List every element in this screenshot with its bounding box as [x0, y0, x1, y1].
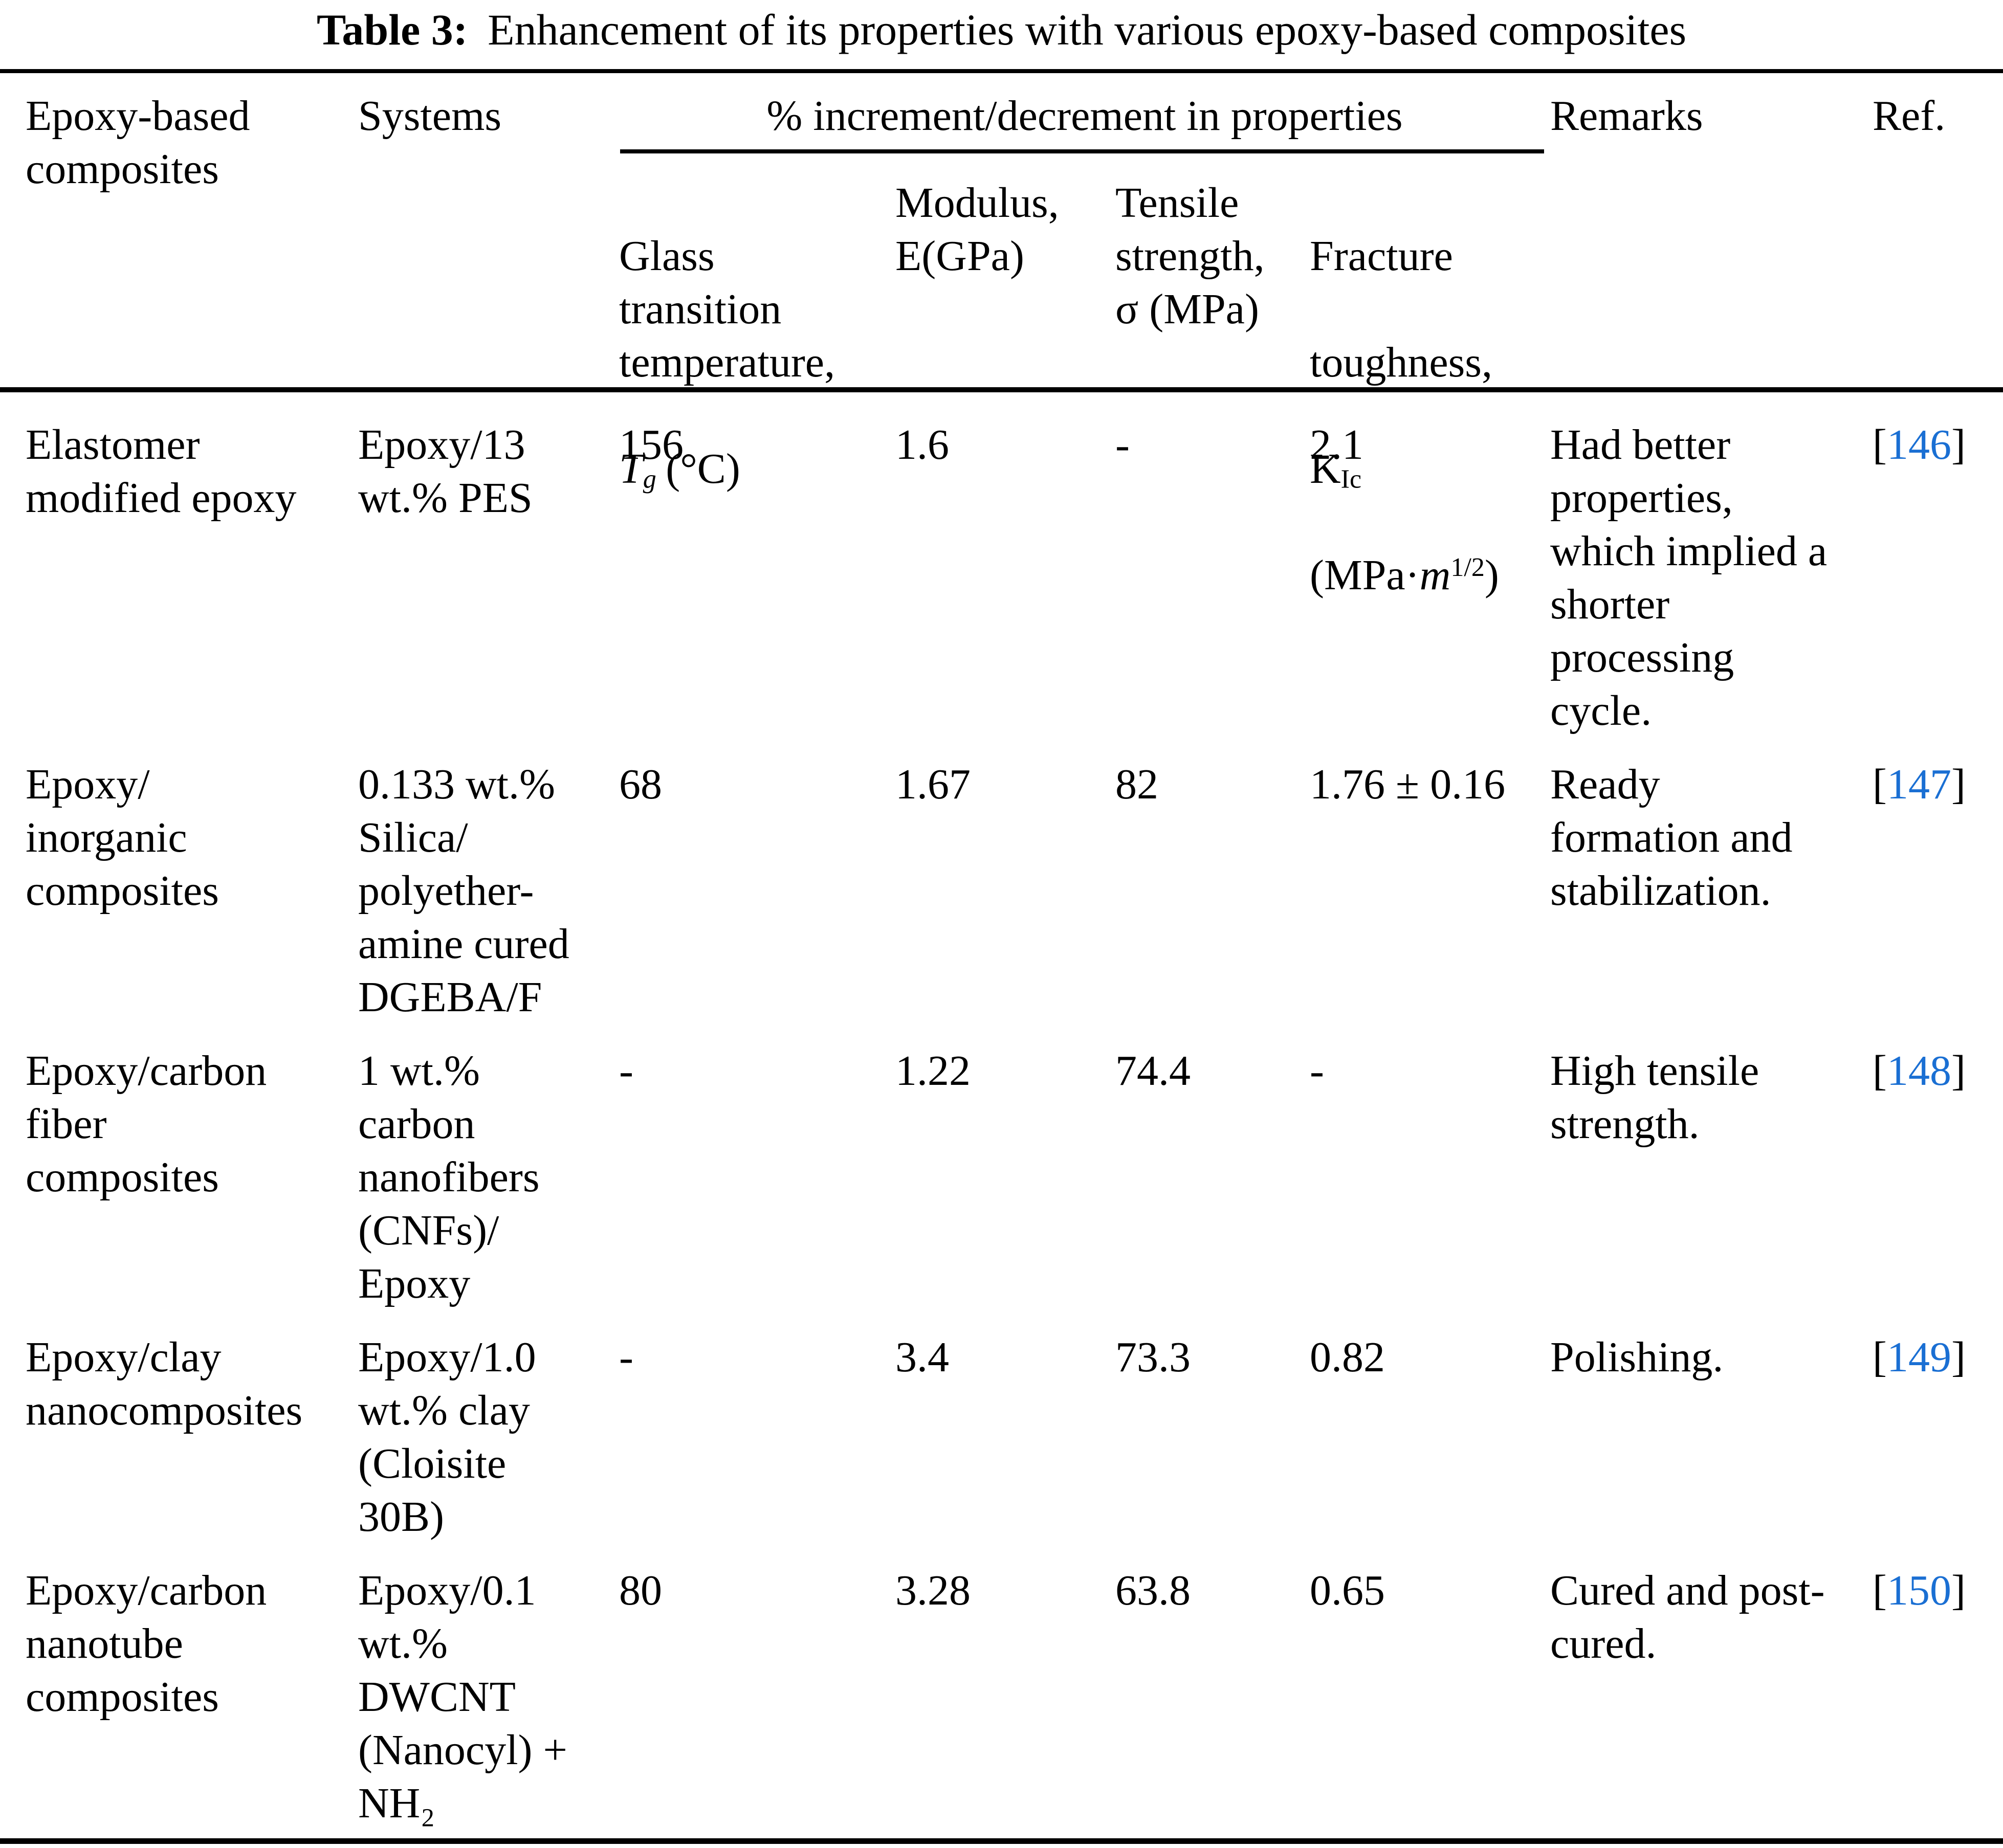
fracture-exponent: 1/2 — [1450, 552, 1485, 582]
cell-remarks: Ready formation and stabilization. — [1550, 761, 1793, 915]
ref-link[interactable]: 149 — [1886, 1333, 1951, 1381]
col-header-composites: Epoxy-based composites — [26, 92, 250, 193]
cell-fracture: 0.82 — [1310, 1333, 1385, 1381]
cell-composite: Epoxy/carbon nanotube composites — [26, 1567, 267, 1721]
ref-link[interactable]: 148 — [1886, 1047, 1951, 1095]
properties-span-rule — [620, 149, 1544, 153]
col-header-remarks: Remarks — [1550, 92, 1703, 140]
table-header-row: Epoxy-based composites Systems % increme… — [26, 90, 1983, 196]
col-header-fracture: Fracture toughness, KIc (MPa·m1/2) — [1310, 176, 1550, 655]
ref-bracket-close: ] — [1951, 421, 1966, 469]
cell-system: Epoxy/1.0 wt.% clay (Cloisite 30B) — [358, 1333, 536, 1541]
fracture-unit-close: ) — [1484, 551, 1499, 599]
fracture-line2: toughness, — [1310, 339, 1492, 386]
top-rule — [0, 69, 2003, 73]
cell-modulus: 1.67 — [895, 761, 971, 808]
cell-composite: Elastomer modified epoxy — [26, 421, 297, 522]
cell-ref: [149] — [1873, 1331, 1983, 1544]
cell-modulus: 1.22 — [895, 1047, 971, 1095]
glass-transition-symbol-line: Tg (°C) — [619, 442, 875, 496]
cell-fracture: 1.76 ± 0.16 — [1310, 761, 1506, 808]
col-header-properties-span: % increment/decrement in properties — [766, 92, 1403, 140]
header-rule — [0, 387, 2003, 392]
cell-modulus: 3.4 — [895, 1333, 949, 1381]
ref-link[interactable]: 147 — [1886, 761, 1951, 808]
col-header-glass-transition: Glass transition temperature, Tg (°C) — [619, 176, 895, 655]
cell-composite: Epoxy/carbon fiber composites — [26, 1047, 267, 1201]
table-caption-text: Enhancement of its properties with vario… — [488, 5, 1687, 54]
ref-bracket-open: [ — [1873, 1333, 1887, 1381]
bottom-rule — [0, 1838, 2003, 1844]
cell-fracture: 2.1 — [1310, 421, 1363, 469]
fracture-symbol-line: KIc — [1310, 442, 1530, 496]
ref-bracket-close: ] — [1951, 1567, 1966, 1614]
cell-modulus: 1.6 — [895, 421, 949, 469]
kic-subscript: Ic — [1340, 464, 1362, 494]
table-caption-label: Table 3: — [316, 5, 468, 54]
cell-tensile: 74.4 — [1115, 1047, 1191, 1095]
cell-ref: [147] — [1873, 758, 1983, 1024]
kic-symbol: K — [1310, 445, 1341, 493]
cell-ref: [148] — [1873, 1044, 1983, 1310]
table-caption: Table 3: Enhancement of its properties wi… — [0, 4, 2003, 55]
ref-bracket-open: [ — [1873, 421, 1887, 469]
ref-link[interactable]: 150 — [1886, 1567, 1951, 1614]
fracture-unit-open: (MPa· — [1310, 551, 1420, 599]
cell-modulus: 3.28 — [895, 1567, 971, 1614]
col-header-ref: Ref. — [1873, 92, 1946, 140]
col-header-systems: Systems — [358, 92, 502, 140]
cell-tensile: 63.8 — [1115, 1567, 1191, 1614]
cell-remarks: High tensile strength. — [1550, 1047, 1759, 1148]
cell-tg: 156 — [619, 421, 684, 469]
tg-symbol: T — [619, 445, 643, 493]
cell-tg: 80 — [619, 1567, 662, 1614]
ref-bracket-close: ] — [1951, 761, 1966, 808]
cell-tg: - — [619, 1047, 633, 1095]
cell-composite: Epoxy/ inorganic composites — [26, 761, 219, 915]
cell-composite: Epoxy/clay nanocomposites — [26, 1333, 303, 1434]
cell-remarks: Had better properties, which implied a s… — [1550, 421, 1828, 734]
cell-fracture: - — [1310, 1047, 1324, 1095]
cell-system: 1 wt.% carbon nanofibers (CNFs)/ Epoxy — [358, 1047, 540, 1307]
cell-remarks: Polishing. — [1550, 1333, 1724, 1381]
cell-tg: 68 — [619, 761, 662, 808]
ref-bracket-open: [ — [1873, 1567, 1887, 1614]
col-header-modulus: Modulus, E(GPa) — [895, 179, 1059, 280]
ref-link[interactable]: 146 — [1886, 421, 1951, 469]
cell-tensile: - — [1115, 421, 1130, 469]
cell-ref: [150] — [1873, 1564, 1983, 1830]
cell-tg: - — [619, 1333, 633, 1381]
tg-unit: (°C) — [666, 445, 740, 493]
cell-system: Epoxy/0.1 wt.% DWCNT (Nanocyl) + NH₂ — [358, 1567, 567, 1827]
table-body: Elastomer modified epoxy Epoxy/13 wt.% P… — [26, 418, 1983, 1830]
fracture-unit-line: (MPa·m1/2) — [1310, 549, 1530, 602]
ref-bracket-open: [ — [1873, 761, 1887, 808]
ref-bracket-open: [ — [1873, 1047, 1887, 1095]
col-header-tensile: Tensile strength, σ (MPa) — [1115, 179, 1265, 333]
ref-bracket-close: ] — [1951, 1047, 1966, 1095]
glass-transition-lines: Glass transition temperature, — [619, 232, 835, 386]
fracture-m-symbol: m — [1419, 551, 1451, 599]
table-subheader-row: Glass transition temperature, Tg (°C) Mod… — [26, 176, 1983, 655]
cell-system: 0.133 wt.% Silica/ polyether- amine cure… — [358, 761, 569, 1021]
cell-ref: [146] — [1873, 418, 1983, 738]
ref-bracket-close: ] — [1951, 1333, 1966, 1381]
cell-fracture: 0.65 — [1310, 1567, 1385, 1614]
tg-subscript: g — [643, 464, 656, 494]
fracture-line1: Fracture — [1310, 232, 1453, 280]
cell-remarks: Cured and post- cured. — [1550, 1567, 1825, 1667]
cell-tensile: 82 — [1115, 761, 1158, 808]
cell-tensile: 73.3 — [1115, 1333, 1191, 1381]
cell-system: Epoxy/13 wt.% PES — [358, 421, 533, 522]
